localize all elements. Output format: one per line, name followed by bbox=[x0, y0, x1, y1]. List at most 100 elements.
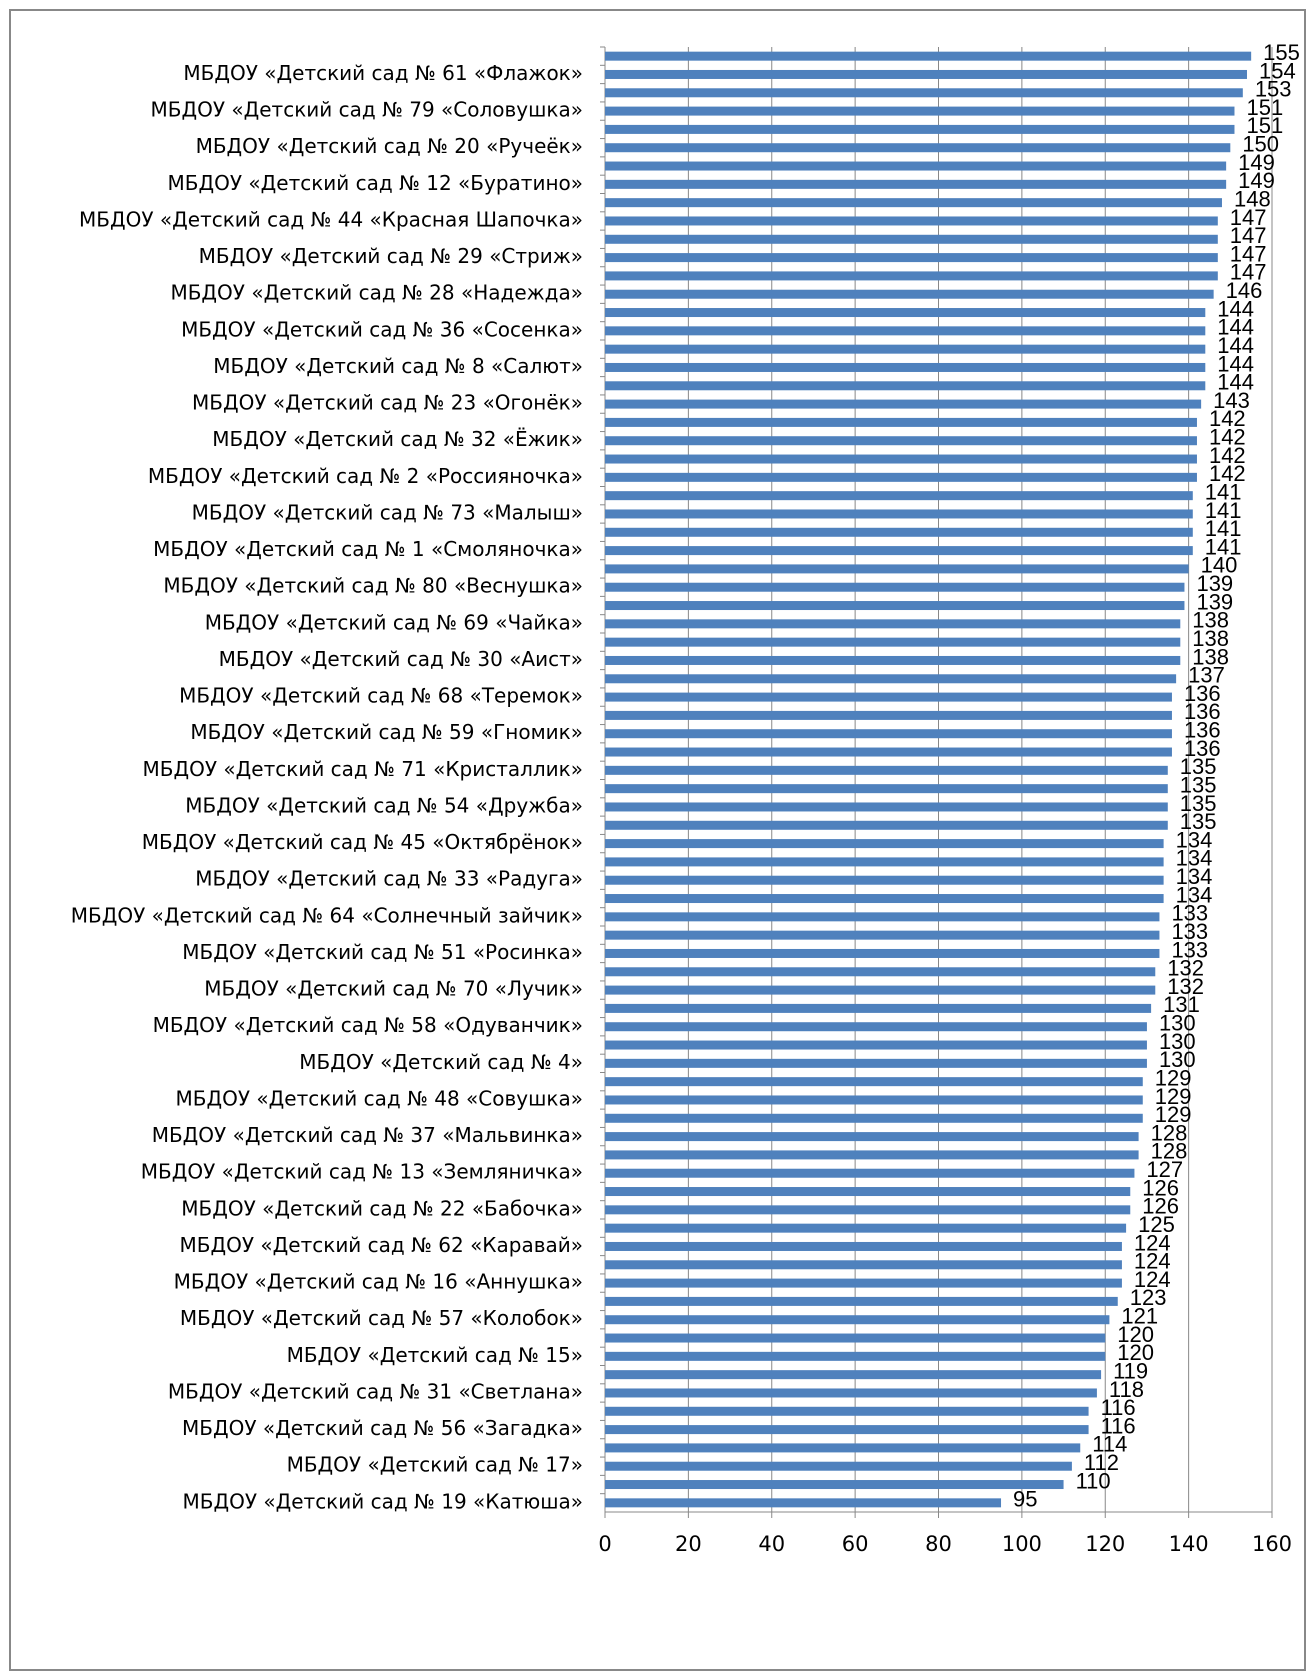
data-label: 129 bbox=[1155, 1102, 1192, 1127]
y-tick-label: МБДОУ «Детский сад № 19 «Катюша» bbox=[182, 1489, 583, 1513]
data-label: 144 bbox=[1217, 315, 1254, 340]
bar bbox=[605, 381, 1206, 391]
y-tick-label: МБДОУ «Детский сад № 56 «Загадка» bbox=[182, 1416, 583, 1440]
bar bbox=[605, 106, 1235, 116]
bar bbox=[605, 784, 1168, 794]
data-label: 144 bbox=[1217, 333, 1254, 358]
x-tick-label: 140 bbox=[1169, 1532, 1209, 1556]
y-tick-label: МБДОУ «Детский сад № 80 «Веснушка» bbox=[163, 574, 583, 598]
y-tick-label: МБДОУ «Детский сад № 28 «Надежда» bbox=[170, 281, 583, 305]
bar bbox=[605, 1077, 1143, 1087]
bar bbox=[605, 454, 1197, 464]
bar bbox=[605, 289, 1214, 299]
data-label: 134 bbox=[1176, 882, 1213, 907]
bar bbox=[605, 1406, 1089, 1416]
bar bbox=[605, 601, 1185, 611]
data-label: 141 bbox=[1205, 498, 1242, 523]
data-label: 149 bbox=[1238, 168, 1275, 193]
bar bbox=[605, 472, 1197, 482]
bar bbox=[605, 1461, 1072, 1471]
bar bbox=[605, 271, 1218, 281]
data-label: 136 bbox=[1184, 699, 1221, 724]
y-tick-label: МБДОУ «Детский сад № 36 «Сосенка» bbox=[181, 317, 583, 341]
bar bbox=[605, 1223, 1127, 1233]
bar bbox=[605, 674, 1177, 684]
bar bbox=[605, 1296, 1118, 1306]
bar bbox=[605, 1058, 1147, 1068]
y-tick-label: МБДОУ «Детский сад № 4» bbox=[299, 1050, 583, 1074]
bar bbox=[605, 729, 1172, 739]
bar bbox=[605, 1278, 1122, 1288]
bar bbox=[605, 894, 1164, 904]
data-label: 137 bbox=[1188, 663, 1225, 688]
data-label: 144 bbox=[1217, 351, 1254, 376]
y-tick-label: МБДОУ «Детский сад № 20 «Ручеёк» bbox=[196, 134, 583, 158]
data-label: 139 bbox=[1196, 571, 1233, 596]
data-label: 120 bbox=[1117, 1340, 1154, 1365]
data-label: 139 bbox=[1196, 589, 1233, 614]
x-tick-label: 80 bbox=[925, 1532, 952, 1556]
bar bbox=[605, 436, 1197, 446]
data-label: 134 bbox=[1176, 827, 1213, 852]
data-label: 123 bbox=[1130, 1285, 1167, 1310]
y-tick-label: МБДОУ «Детский сад № 22 «Бабочка» bbox=[181, 1196, 583, 1220]
data-label: 138 bbox=[1192, 608, 1229, 633]
data-label: 141 bbox=[1205, 534, 1242, 559]
data-label: 134 bbox=[1176, 864, 1213, 889]
data-label: 127 bbox=[1146, 1157, 1183, 1182]
x-tick-label: 60 bbox=[842, 1532, 869, 1556]
bar bbox=[605, 216, 1218, 226]
bar bbox=[605, 1205, 1131, 1215]
bar bbox=[605, 491, 1193, 501]
data-label: 95 bbox=[1013, 1487, 1037, 1512]
data-label: 136 bbox=[1184, 736, 1221, 761]
data-label: 121 bbox=[1121, 1304, 1158, 1329]
data-label: 155 bbox=[1263, 40, 1300, 65]
data-label: 110 bbox=[1076, 1468, 1111, 1493]
bar bbox=[605, 564, 1189, 574]
y-tick-label: МБДОУ «Детский сад № 61 «Флажок» bbox=[183, 61, 583, 85]
data-label: 120 bbox=[1117, 1322, 1154, 1347]
data-label: 151 bbox=[1246, 113, 1283, 138]
bar bbox=[605, 985, 1156, 995]
data-label: 142 bbox=[1209, 443, 1246, 468]
data-label: 135 bbox=[1180, 791, 1217, 816]
y-tick-label: МБДОУ «Детский сад № 64 «Солнечный зайчи… bbox=[71, 903, 583, 927]
bar bbox=[605, 655, 1181, 665]
data-label: 116 bbox=[1101, 1413, 1136, 1438]
bar bbox=[605, 710, 1172, 720]
data-label: 119 bbox=[1113, 1358, 1148, 1383]
bar bbox=[605, 839, 1164, 849]
data-label: 130 bbox=[1159, 1011, 1196, 1036]
bar bbox=[605, 253, 1218, 263]
y-tick-label: МБДОУ «Детский сад № 1 «Смоляночка» bbox=[153, 537, 583, 561]
y-tick-label: МБДОУ «Детский сад № 30 «Аист» bbox=[219, 647, 583, 671]
bar bbox=[605, 88, 1243, 98]
data-label: 131 bbox=[1163, 992, 1200, 1017]
bar bbox=[605, 1003, 1152, 1013]
y-tick-label: МБДОУ «Детский сад № 2 «Россияночка» bbox=[148, 464, 583, 488]
bar bbox=[605, 143, 1231, 153]
data-label: 154 bbox=[1259, 58, 1296, 83]
data-label: 114 bbox=[1092, 1432, 1127, 1457]
bar bbox=[605, 930, 1160, 940]
bar bbox=[605, 1480, 1064, 1490]
y-tick-label: МБДОУ «Детский сад № 79 «Соловушка» bbox=[151, 98, 584, 122]
data-label: 147 bbox=[1230, 260, 1267, 285]
y-tick-label: МБДОУ «Детский сад № 70 «Лучик» bbox=[204, 977, 583, 1001]
data-label: 147 bbox=[1230, 223, 1267, 248]
data-label: 129 bbox=[1155, 1065, 1192, 1090]
y-tick-label: МБДОУ «Детский сад № 73 «Малыш» bbox=[192, 500, 583, 524]
y-tick-label: МБДОУ «Детский сад № 59 «Гномик» bbox=[190, 720, 583, 744]
data-label: 129 bbox=[1155, 1084, 1192, 1109]
data-label: 116 bbox=[1101, 1395, 1136, 1420]
x-tick-label: 160 bbox=[1252, 1532, 1292, 1556]
bar bbox=[605, 1241, 1122, 1251]
y-tick-label: МБДОУ «Детский сад № 69 «Чайка» bbox=[205, 610, 583, 634]
y-tick-label: МБДОУ «Детский сад № 68 «Теремок» bbox=[179, 684, 583, 708]
data-label: 136 bbox=[1184, 681, 1221, 706]
y-tick-label: МБДОУ «Детский сад № 57 «Колобок» bbox=[180, 1306, 583, 1330]
data-label: 124 bbox=[1134, 1249, 1171, 1274]
y-tick-label: МБДОУ «Детский сад № 33 «Радуга» bbox=[195, 867, 583, 891]
